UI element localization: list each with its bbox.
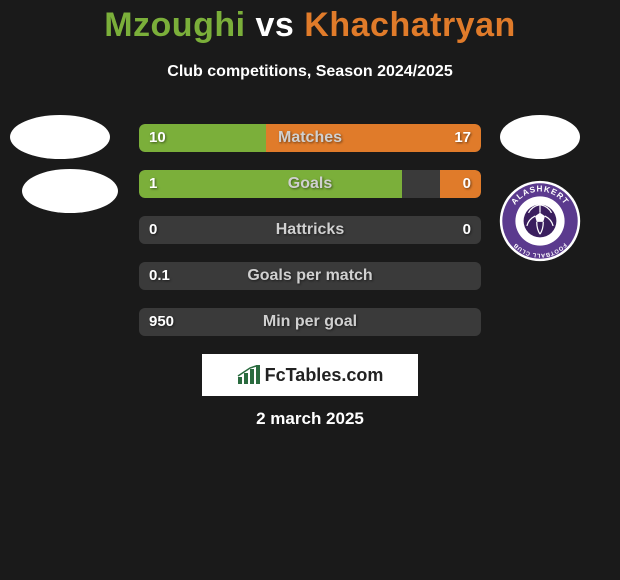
subtitle: Club competitions, Season 2024/2025 [0, 63, 620, 81]
value-left: 1 [149, 170, 157, 198]
stat-row: Min per goal950 [139, 308, 481, 336]
club-left-placeholder [22, 169, 118, 213]
value-right: 17 [454, 124, 471, 152]
player-left-name: Mzoughi [104, 6, 245, 44]
vs-text: vs [256, 6, 295, 44]
stat-label: Matches [139, 124, 481, 152]
value-left: 950 [149, 308, 174, 336]
value-right: 0 [463, 216, 471, 244]
bar-chart-icon [237, 365, 261, 385]
stat-label: Goals per match [139, 262, 481, 290]
stat-row: Matches10 17 [139, 124, 481, 152]
player-left-avatar [10, 115, 110, 159]
club-right-badge: ALASHKERT FOOTBALL CLUB [499, 180, 581, 262]
comparison-infographic: Mzoughi vs Khachatryan Club competitions… [0, 0, 620, 580]
stat-label: Goals [139, 170, 481, 198]
value-left: 0 [149, 216, 157, 244]
value-left: 0.1 [149, 262, 170, 290]
value-left: 10 [149, 124, 166, 152]
stat-label: Hattricks [139, 216, 481, 244]
fctables-logo: FcTables.com [202, 354, 418, 396]
logo-text: FcTables.com [265, 365, 384, 386]
player-right-avatar [500, 115, 580, 159]
date-text: 2 march 2025 [0, 409, 620, 429]
stat-row: Hattricks0 0 [139, 216, 481, 244]
stat-label: Min per goal [139, 308, 481, 336]
player-right-name: Khachatryan [304, 6, 515, 44]
stat-row: Goals per match0.1 [139, 262, 481, 290]
value-right: 0 [463, 170, 471, 198]
stat-row: Goals1 0 [139, 170, 481, 198]
page-title: Mzoughi vs Khachatryan [0, 6, 620, 45]
